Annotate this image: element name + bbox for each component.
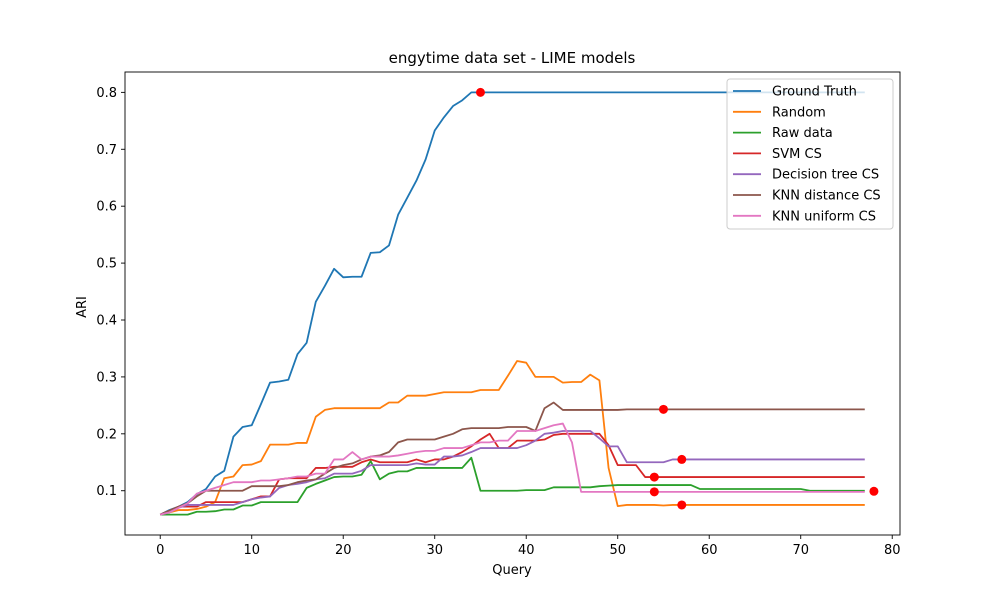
x-tick-label: 20 xyxy=(335,543,352,558)
y-tick-label: 0.1 xyxy=(96,484,117,499)
y-tick-label: 0.5 xyxy=(96,257,117,272)
x-tick-label: 80 xyxy=(884,543,901,558)
y-tick-label: 0.2 xyxy=(96,427,117,442)
x-tick-label: 0 xyxy=(156,543,164,558)
marker-point xyxy=(649,487,659,497)
marker-point xyxy=(475,87,485,97)
markers xyxy=(475,87,879,510)
legend-entry: KNN uniform CS xyxy=(772,209,876,224)
axes-frame xyxy=(124,71,901,536)
x-tick-label: 40 xyxy=(518,543,535,558)
marker-point xyxy=(677,454,687,464)
legend-entry: SVM CS xyxy=(772,147,822,162)
y-tick-label: 0.6 xyxy=(96,200,117,215)
legend: Ground Truth Random Raw data SVM CS Decision… xyxy=(726,78,894,230)
marker-point xyxy=(649,472,659,482)
x-tick-label: 60 xyxy=(701,543,718,558)
legend-entry: KNN distance CS xyxy=(772,189,881,204)
y-tick-label: 0.8 xyxy=(96,86,117,101)
x-tick-label: 50 xyxy=(609,543,626,558)
series-line-0 xyxy=(159,91,865,516)
series-line-4 xyxy=(160,430,865,516)
x-axis-label: Query xyxy=(492,563,532,578)
marker-point xyxy=(677,500,687,510)
y-axis-label: ARI xyxy=(75,296,90,318)
series-line-6 xyxy=(160,422,865,516)
x-tick-label: 30 xyxy=(426,543,443,558)
plot-area: 0 10 20 30 40 50 60 70 80 0.1 0.2 0.3 0.4 0.5 0.6 0.7 0.… xyxy=(96,71,901,558)
y-tick-label: 0.7 xyxy=(96,143,117,158)
x-tick-label: 10 xyxy=(243,543,260,558)
y-tick-label: 0.3 xyxy=(96,370,117,385)
y-tick-label: 0.4 xyxy=(96,314,117,329)
legend-entry: Decision tree CS xyxy=(772,168,879,183)
legend-entry: Raw data xyxy=(772,126,833,141)
x-tick-label: 70 xyxy=(792,543,809,558)
legend-entry: Random xyxy=(772,105,826,120)
marker-point xyxy=(869,486,879,496)
legend-entry: Ground Truth xyxy=(772,85,857,100)
series-lines xyxy=(159,91,865,516)
legend-box xyxy=(726,78,894,230)
marker-point xyxy=(658,404,668,414)
chart-title: engytime data set - LIME models xyxy=(389,49,636,67)
